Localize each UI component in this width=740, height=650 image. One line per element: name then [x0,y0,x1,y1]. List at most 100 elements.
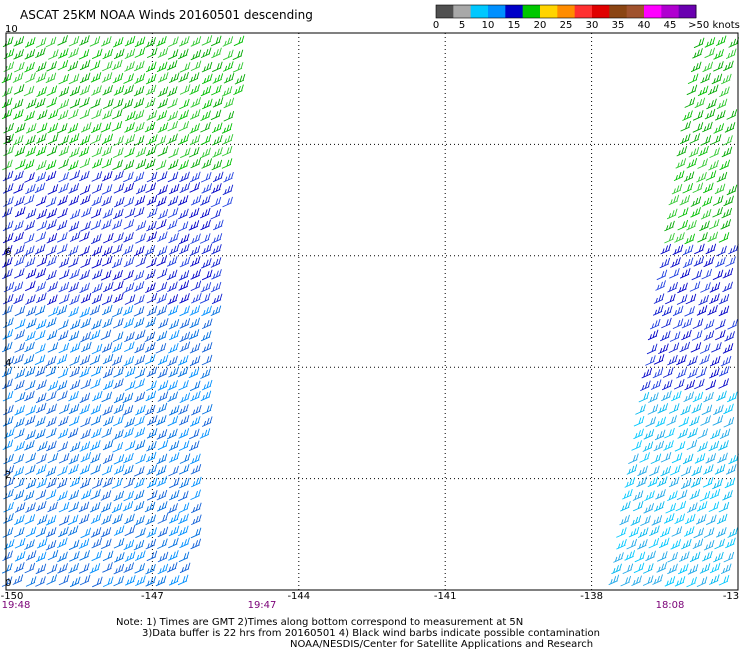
wind-barb [144,158,156,170]
wind-barb [221,158,233,169]
wind-barb [59,403,70,415]
wind-barb [178,513,189,525]
wind-barb [102,84,113,96]
wind-barb [718,574,730,586]
wind-barb [656,269,668,281]
wind-barb [133,97,145,109]
wind-barb [113,147,124,159]
wind-barb [133,135,145,146]
colorbar-segment [557,5,576,18]
wind-barb [80,221,91,232]
wind-barb [690,342,702,353]
wind-barb [716,527,727,538]
wind-barb [189,182,201,193]
wind-barb [134,515,145,526]
wind-barb [190,453,201,465]
wind-barb [715,35,727,47]
wind-barb [157,538,168,550]
y-tick-label: 0 [5,578,12,589]
wind-barb [211,47,222,59]
wind-barb [178,525,189,537]
wind-barb [81,206,92,218]
wind-barb [89,354,101,366]
wind-barb [69,342,81,353]
wind-barb [695,367,707,379]
wind-barb [724,122,736,133]
wind-barb [200,195,211,206]
wind-barb [91,108,102,120]
wind-barb [3,476,15,488]
wind-barb [178,280,190,291]
wind-barb [14,502,26,513]
wind-barb [79,269,90,281]
wind-barb [80,451,92,463]
wind-barb [667,563,678,575]
wind-barb [57,207,68,219]
wind-barb [91,293,103,305]
wind-barb [190,538,202,550]
wind-barb [156,281,168,293]
wind-barb [101,219,112,230]
wind-barb [58,86,70,97]
wind-barb [667,354,678,366]
wind-barb [69,441,81,453]
wind-barb [91,157,103,169]
wind-barb [112,72,124,84]
y-tick-label: 4 [5,358,12,370]
wind-barb [3,133,14,145]
wind-barb [686,84,698,96]
wind-barb [725,48,737,60]
wind-barb [687,73,699,85]
wind-barb [624,550,636,561]
wind-barb [687,502,698,513]
wind-barb [102,133,114,145]
wind-barb [24,256,36,268]
wind-barb [698,145,709,157]
wind-barb [144,354,156,365]
wind-barb [68,257,79,268]
wind-barb [57,537,68,549]
wind-barb [179,331,191,343]
wind-barb [25,405,37,416]
wind-barb [101,342,113,353]
wind-barb [24,390,35,402]
wind-barb [200,47,212,59]
wind-barb [693,37,705,49]
wind-barb [223,49,234,61]
wind-barb [123,73,134,84]
wind-barb [112,513,123,525]
wind-barb [25,429,36,441]
wind-barb [639,452,650,463]
wind-barb [56,304,68,316]
wind-barb [692,110,704,121]
wind-barb [213,219,224,231]
wind-barb [58,342,70,354]
wind-barb [707,304,718,316]
wind-barb [717,452,728,464]
wind-barb [697,428,709,439]
wind-barb [26,98,37,109]
wind-barb [166,256,178,267]
wind-barb [113,490,125,502]
wind-barb [113,232,124,243]
wind-barb [201,269,213,281]
wind-barb [692,538,704,550]
wind-barb [134,439,146,451]
wind-barb [189,317,201,329]
wind-barb [91,48,103,60]
wind-barb [89,501,101,513]
colorbar-label: 30 [585,20,599,31]
wind-barb [68,221,80,232]
wind-barb [113,280,124,292]
wind-barb [690,61,702,73]
wind-barb [57,551,68,563]
colorbar-segment [592,5,610,18]
wind-barb [26,318,37,329]
wind-barb [123,182,135,194]
wind-barb [179,62,191,73]
wind-barb [156,305,168,316]
wind-barb [146,366,158,378]
wind-barb [91,85,102,96]
wind-barb [24,341,35,353]
wind-barb [58,158,69,170]
